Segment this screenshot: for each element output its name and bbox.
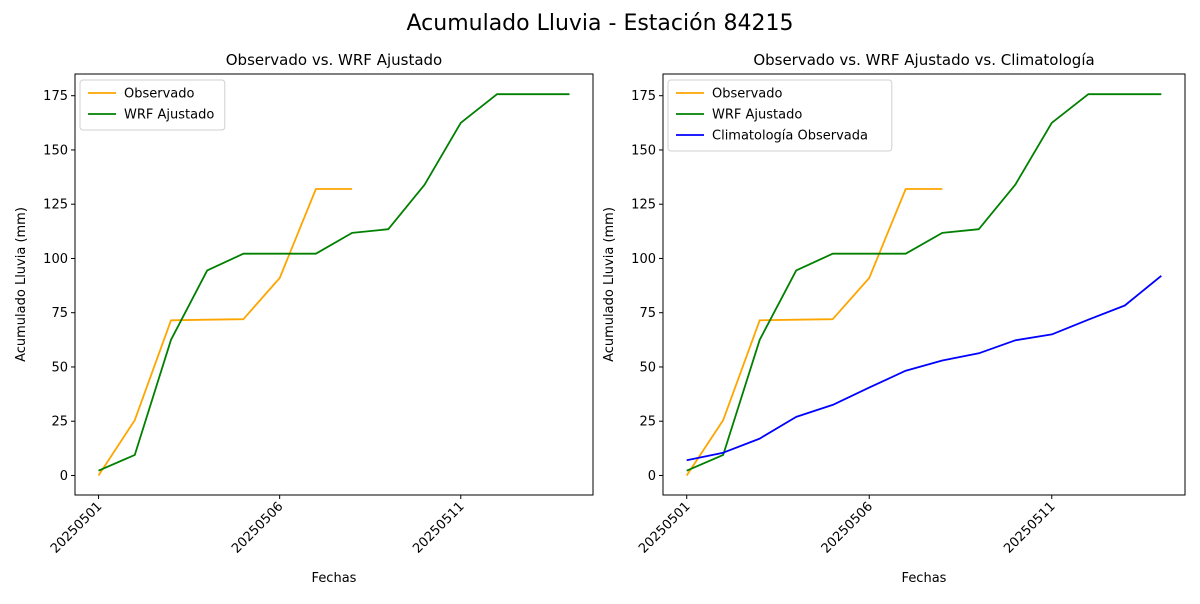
- y-tick-label: 75: [51, 306, 68, 321]
- y-tick-label: 150: [43, 143, 68, 158]
- series-line-climatolog-a-observada: [686, 275, 1162, 462]
- y-tick-label: 75: [639, 306, 656, 321]
- y-tick-label: 0: [60, 469, 68, 484]
- y-tick-label: 175: [631, 89, 656, 104]
- y-tick-label: 50: [639, 360, 656, 375]
- y-tick-label: 100: [43, 252, 68, 267]
- chart-panel-left: Observado vs. WRF Ajustado 0 25 50 75 100 125 1…: [14, 51, 594, 586]
- y-tick-label: 50: [51, 360, 68, 375]
- series-line-observado: [685, 188, 943, 476]
- chart-title: Observado vs. WRF Ajustado vs. Climatolo…: [753, 51, 1094, 69]
- x-tick-label: 20250511: [410, 499, 467, 556]
- series-line-wrf-ajustado: [686, 93, 1162, 472]
- y-tick-label: 150: [631, 143, 656, 158]
- chart-title: Observado vs. WRF Ajustado: [226, 51, 442, 69]
- y-axis-label: Acumulado Lluvia (mm): [14, 207, 29, 362]
- y-tick-label: 25: [639, 415, 656, 430]
- legend-entry: WRF Ajustado: [124, 108, 214, 123]
- y-tick-label: 25: [51, 415, 68, 430]
- x-tick-label: 20250501: [48, 499, 105, 556]
- chart-panel-right: Observado vs. WRF Ajustado vs. Climatolo…: [602, 51, 1186, 586]
- legend-entry: Observado: [712, 87, 783, 102]
- y-tick-label: 125: [631, 198, 656, 213]
- x-tick-label: 20250501: [636, 499, 693, 556]
- y-axis-label: Acumulado Lluvia (mm): [602, 207, 617, 362]
- series-line-wrf-ajustado: [98, 93, 570, 472]
- y-tick-label: 100: [631, 252, 656, 267]
- axes-frame: [662, 73, 1186, 496]
- x-tick-label: 20250511: [1001, 499, 1058, 556]
- x-axis-label: Fechas: [902, 571, 947, 586]
- legend: [667, 79, 893, 152]
- legend-entry: Climatología Observada: [712, 129, 868, 144]
- legend: [79, 79, 226, 131]
- y-tick-label: 175: [43, 89, 68, 104]
- x-tick-label: 20250506: [229, 499, 286, 556]
- legend-entry: Observado: [124, 87, 195, 102]
- legend-entry: WRF Ajustado: [712, 108, 802, 123]
- axes-frame: [74, 73, 594, 496]
- figure-title: Acumulado Lluvia - Estación 84215: [407, 11, 794, 36]
- y-tick-label: 0: [648, 469, 656, 484]
- x-tick-label: 20250506: [819, 499, 876, 556]
- y-tick-label: 125: [43, 198, 68, 213]
- series-line-observado: [97, 188, 353, 476]
- x-axis-label: Fechas: [312, 571, 357, 586]
